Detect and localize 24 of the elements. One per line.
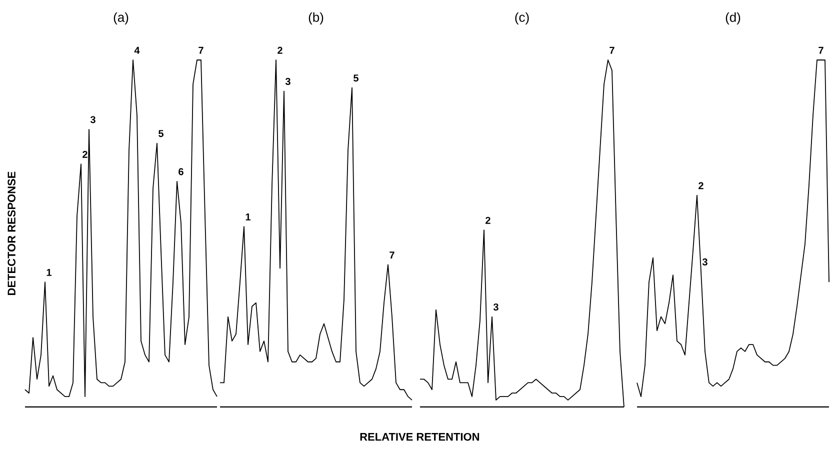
y-axis-title: DETECTOR RESPONSE [8,172,16,295]
annotation: 3 [702,258,708,266]
chart-title: (b) [308,12,324,24]
chart-title: (d) [726,12,740,24]
annotation: 7 [818,46,824,54]
annotation: 1 [246,213,250,220]
chart-title: (a) [114,12,128,24]
x-axis-title: RELATIVE RETENTION [360,432,480,441]
annotation: 2 [278,46,282,54]
annotation: 5 [158,130,164,138]
chart-title: (c) [515,12,529,24]
annotation: 3 [285,78,290,86]
annotation: 2 [486,216,490,224]
annotation: 7 [610,46,614,54]
annotation: 2 [698,182,704,190]
annotation: 3 [90,116,96,124]
annotation: 5 [354,74,358,82]
annotation: 4 [134,46,140,54]
annotation: 1 [46,268,52,276]
annotation: 6 [178,168,184,176]
annotation: 3 [493,303,498,311]
annotation: 7 [198,46,204,54]
annotation: 2 [82,150,88,158]
annotation: 7 [390,252,394,259]
